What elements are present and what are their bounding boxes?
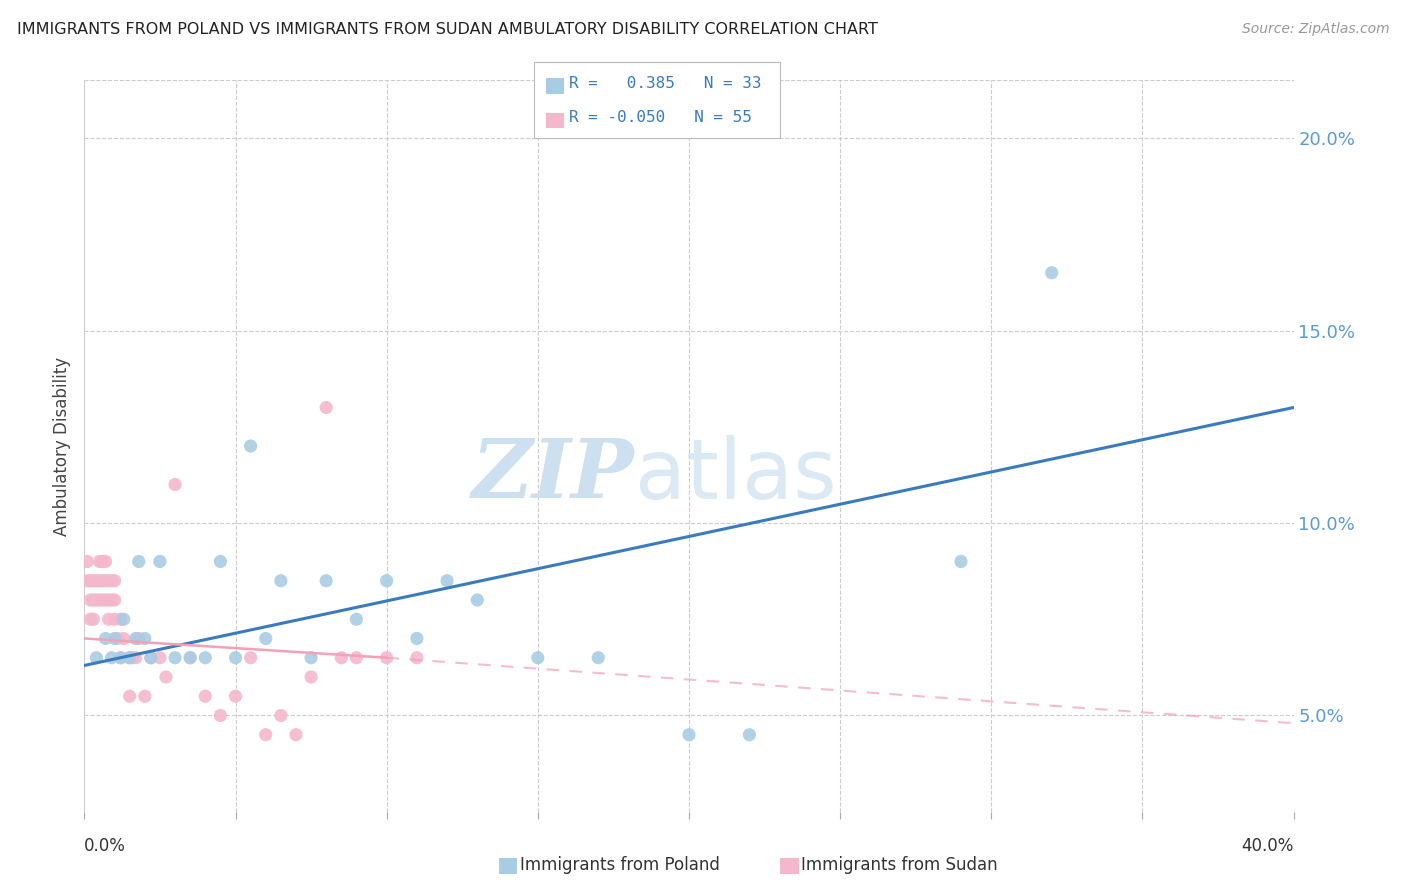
Text: ZIP: ZIP [472,435,634,516]
Point [134,632,156,646]
Point [104,632,127,646]
Point [330,650,353,665]
Point [125,650,148,665]
Text: Immigrants from Sudan: Immigrants from Sudan [801,856,998,874]
Point [346,650,368,665]
Point [100,574,122,588]
Point [121,650,143,665]
Point [89,554,111,568]
Point [467,593,489,607]
Point [678,728,700,742]
Point [104,574,127,588]
Point [254,728,277,742]
Point [100,650,122,665]
Point [104,593,127,607]
Text: 40.0%: 40.0% [1241,837,1294,855]
Point [86,650,108,665]
Point [1040,266,1063,280]
Text: Source: ZipAtlas.com: Source: ZipAtlas.com [1241,22,1389,37]
Point [270,574,292,588]
Point [76,574,98,588]
Point [79,574,101,588]
Point [100,593,122,607]
Point [89,574,111,588]
Point [225,650,247,665]
Point [94,593,117,607]
Text: Immigrants from Poland: Immigrants from Poland [520,856,720,874]
Point [375,650,398,665]
Point [82,574,104,588]
Point [112,632,135,646]
Point [225,690,247,704]
Point [346,612,368,626]
Point [118,650,141,665]
Point [239,439,262,453]
Point [738,728,761,742]
Point [110,650,132,665]
Point [315,574,337,588]
Point [194,650,217,665]
Point [165,650,187,665]
Point [139,650,162,665]
Point [91,574,114,588]
Point [79,612,101,626]
Point [97,593,120,607]
Point [110,650,132,665]
Point [299,650,322,665]
Point [94,574,117,588]
Point [91,554,114,568]
Point [107,632,129,646]
Text: atlas: atlas [634,434,837,516]
Point [104,612,127,626]
Point [86,574,108,588]
Point [375,574,398,588]
Point [97,612,120,626]
Point [406,650,429,665]
Point [112,612,135,626]
Point [155,670,177,684]
Point [149,650,172,665]
Point [209,708,232,723]
Point [436,574,458,588]
Point [527,650,550,665]
Text: 0.0%: 0.0% [84,837,127,855]
Point [118,690,141,704]
Point [406,632,429,646]
Point [79,593,101,607]
Text: R =   0.385   N = 33: R = 0.385 N = 33 [569,76,762,91]
Point [97,574,120,588]
Point [82,612,104,626]
Point [239,650,262,665]
Point [128,554,150,568]
Point [299,670,322,684]
Point [285,728,308,742]
Point [315,401,337,415]
Point [89,593,111,607]
Point [128,632,150,646]
Point [209,554,232,568]
Point [179,650,201,665]
Point [86,593,108,607]
Point [165,477,187,491]
Point [270,708,292,723]
Point [91,593,114,607]
Point [139,650,162,665]
Point [179,650,201,665]
Point [82,593,104,607]
Point [125,632,148,646]
Point [94,554,117,568]
Point [134,690,156,704]
Point [149,554,172,568]
Y-axis label: Ambulatory Disability: Ambulatory Disability [53,357,72,535]
Point [194,690,217,704]
Text: IMMIGRANTS FROM POLAND VS IMMIGRANTS FROM SUDAN AMBULATORY DISABILITY CORRELATIO: IMMIGRANTS FROM POLAND VS IMMIGRANTS FRO… [17,22,877,37]
Point [254,632,277,646]
Point [588,650,610,665]
Point [118,650,141,665]
Point [110,612,132,626]
Point [94,632,117,646]
Text: R = -0.050   N = 55: R = -0.050 N = 55 [569,110,752,125]
Point [950,554,973,568]
Point [76,554,98,568]
